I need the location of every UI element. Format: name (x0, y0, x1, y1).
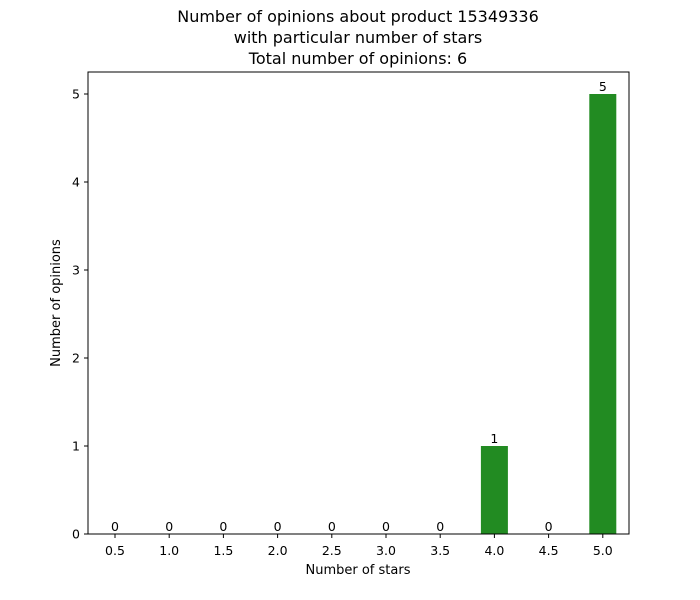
bar-data-label: 0 (219, 519, 227, 534)
x-tick-label: 0.5 (105, 543, 125, 558)
x-tick-label: 1.0 (159, 543, 179, 558)
bar (480, 446, 508, 534)
x-tick-label: 3.5 (430, 543, 450, 558)
x-tick-label: 5.0 (593, 543, 613, 558)
bar-data-label: 1 (490, 431, 498, 446)
x-tick-label: 2.5 (322, 543, 342, 558)
plot-frame (87, 71, 630, 535)
y-tick-label: 0 (72, 527, 80, 542)
bar-data-label: 5 (599, 79, 607, 94)
bar-data-label: 0 (165, 519, 173, 534)
y-tick-label: 5 (72, 87, 80, 102)
bar-data-label: 0 (111, 519, 119, 534)
x-tick-label: 3.0 (376, 543, 396, 558)
bar-data-label: 0 (328, 519, 336, 534)
chart-title-line-2: with particular number of stars (234, 28, 483, 47)
x-axis-label: Number of stars (306, 563, 411, 578)
x-tick-label: 2.0 (268, 543, 288, 558)
chart-title-line-3: Total number of opinions: 6 (248, 49, 467, 68)
x-tick-label: 4.0 (484, 543, 504, 558)
y-tick-label: 2 (72, 351, 80, 366)
y-axis-label: Number of opinions (49, 239, 64, 367)
y-tick-label: 4 (72, 175, 80, 190)
bar-data-label: 0 (274, 519, 282, 534)
bar-data-label: 0 (545, 519, 553, 534)
bar (589, 94, 617, 534)
y-tick-label: 3 (72, 263, 80, 278)
y-tick-label: 1 (72, 439, 80, 454)
x-tick-label: 1.5 (213, 543, 233, 558)
bar-data-label: 0 (436, 519, 444, 534)
bar-data-label: 0 (382, 519, 390, 534)
plot-area: 0 1 2 3 4 5 0.5 0 1.0 0 1.5 0 2.0 0 2.5 0 3.0 0 3.5 0 4.0 1 4.… (72, 79, 617, 558)
x-tick-label: 4.5 (539, 543, 559, 558)
chart-title-line-1: Number of opinions about product 1534933… (177, 7, 539, 26)
